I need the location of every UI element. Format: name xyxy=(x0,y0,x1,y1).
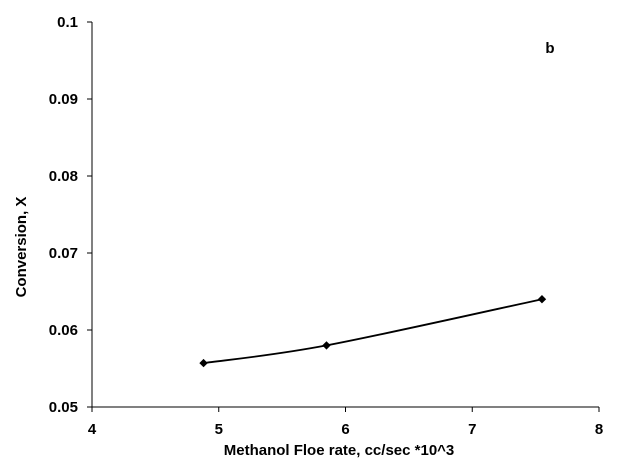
x-tick-labels: 4 5 6 7 8 xyxy=(88,407,603,438)
x-tick-label: 5 xyxy=(215,421,223,438)
data-point-diamond xyxy=(199,358,208,368)
panel-label: b xyxy=(545,40,554,57)
series-line xyxy=(203,298,543,365)
y-tick-label: 0.07 xyxy=(49,245,78,262)
x-tick-label: 4 xyxy=(88,421,97,438)
y-tick-label: 0.06 xyxy=(49,322,78,339)
x-tick-label: 8 xyxy=(595,421,603,438)
data-point-diamond xyxy=(537,295,547,304)
y-tick-label: 0.1 xyxy=(57,14,78,31)
y-tick-label: 0.09 xyxy=(49,91,78,108)
x-tick-label: 6 xyxy=(341,421,349,438)
axes xyxy=(91,22,599,408)
series xyxy=(199,295,547,368)
y-axis-title: Conversion, X xyxy=(13,197,30,298)
x-axis-title: Methanol Floe rate, cc/sec *10^3 xyxy=(224,442,455,459)
data-point-diamond xyxy=(322,341,331,350)
x-tick-label: 7 xyxy=(468,421,476,438)
y-tick-labels: 0.05 0.06 0.07 0.08 0.09 0.1 xyxy=(49,14,92,416)
y-tick-label: 0.08 xyxy=(49,168,78,185)
y-tick-label: 0.05 xyxy=(49,399,78,416)
